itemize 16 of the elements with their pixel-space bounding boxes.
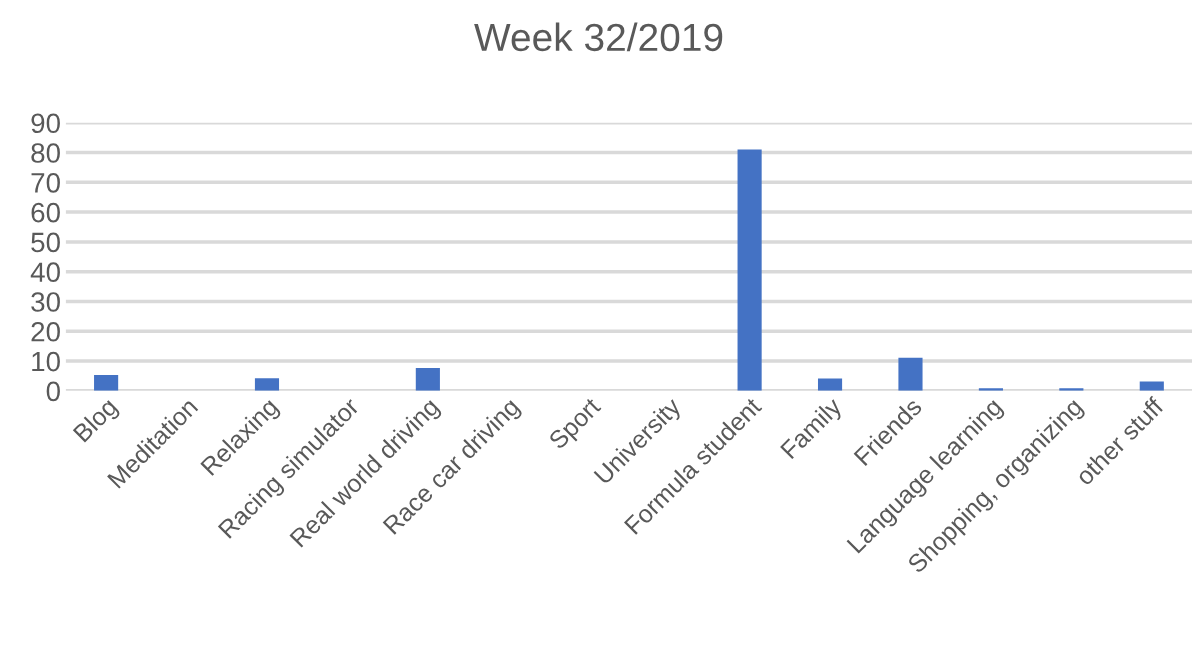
y-tick-label: 10 [32, 351, 60, 372]
y-tick-label: 30 [31, 292, 60, 312]
y-tick-label: 70 [31, 172, 60, 193]
y-tick-label: 20 [31, 321, 60, 342]
bar [415, 367, 440, 391]
y-tick-label: 0 [46, 381, 60, 402]
chart-title: Week 32/2019 [474, 22, 723, 52]
bar [94, 375, 119, 391]
y-tick-label: 60 [31, 202, 60, 223]
y-tick-label: 80 [31, 143, 60, 163]
bar [737, 149, 762, 391]
y-tick-label: 90 [31, 113, 60, 134]
y-tick-label: 50 [31, 232, 60, 253]
bar [898, 357, 923, 391]
bar [254, 378, 280, 391]
y-tick-label: 40 [30, 262, 60, 283]
